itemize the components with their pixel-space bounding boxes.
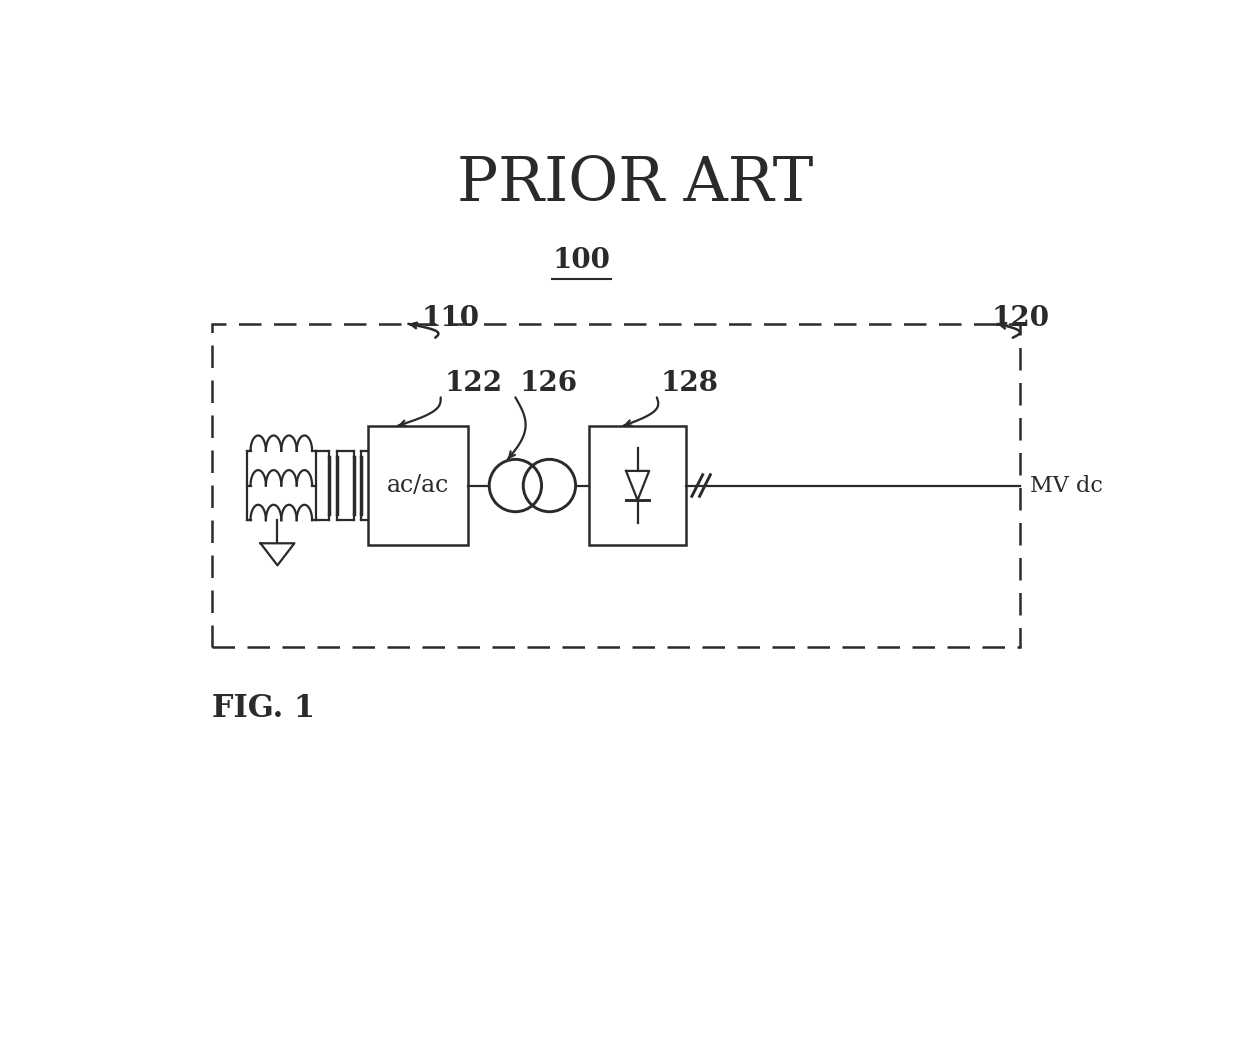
Bar	[212, 324, 1021, 647]
Text: 120: 120	[992, 304, 1049, 332]
Text: ac/ac: ac/ac	[387, 474, 449, 497]
Bar	[589, 426, 686, 545]
Text: 122: 122	[444, 370, 502, 397]
Text: PRIOR ART: PRIOR ART	[458, 154, 813, 214]
Text: 110: 110	[422, 304, 480, 332]
Text: 128: 128	[661, 370, 719, 397]
Bar	[367, 426, 467, 545]
Text: MV dc: MV dc	[1029, 474, 1102, 496]
Text: 100: 100	[553, 247, 610, 274]
Text: FIG. 1: FIG. 1	[212, 694, 315, 724]
Text: 126: 126	[520, 370, 578, 397]
